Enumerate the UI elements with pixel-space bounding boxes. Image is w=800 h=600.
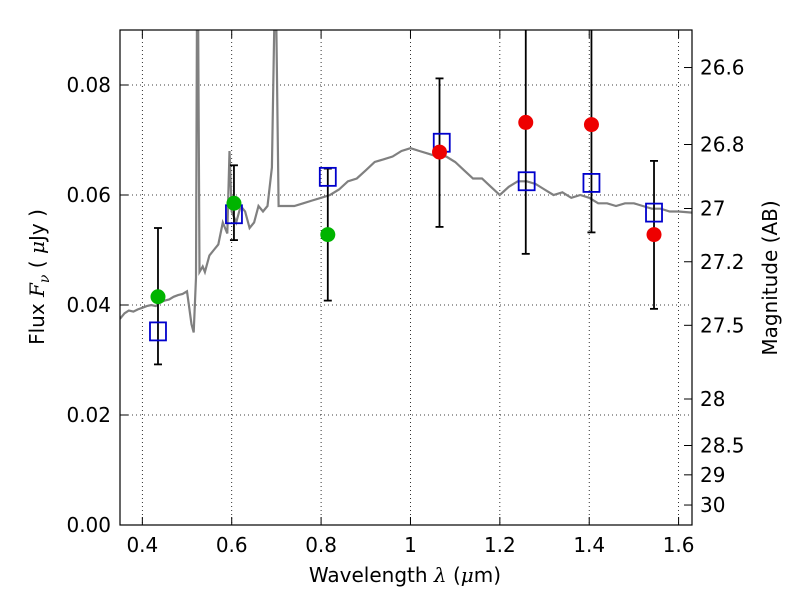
y2-tick-label: 26.6 xyxy=(700,56,745,80)
x-tick-label: 0.6 xyxy=(216,533,248,557)
plot-frame xyxy=(119,29,693,526)
y2-tick-label: 27.5 xyxy=(700,313,745,337)
y2-tick-label: 27.2 xyxy=(700,250,745,274)
y2-axis: 26.6 26.8 27 27.2 27.5 28 28.5 29 30 xyxy=(684,56,745,517)
y-tick-label: 0.04 xyxy=(66,293,111,317)
green-data-point xyxy=(226,195,242,211)
y2-tick-label: 28.5 xyxy=(700,434,745,458)
spectrum-layer xyxy=(120,30,692,333)
red-data-point xyxy=(583,117,599,133)
marker-layer xyxy=(149,114,663,342)
model-square-marker xyxy=(517,171,536,192)
x-tick-label: 1.6 xyxy=(663,533,695,557)
x-axis-symbol: λ xyxy=(433,563,447,587)
red-data-point xyxy=(432,144,448,160)
y-axis-title: Flux Fν ( μJy ) xyxy=(25,209,53,345)
x-axis: 0.4 0.6 0.8 1 1.2 1.4 1.6 xyxy=(126,30,695,557)
red-data-point xyxy=(646,227,662,243)
x-tick-label: 1 xyxy=(404,533,417,557)
green-data-point xyxy=(150,289,166,305)
model-square-marker xyxy=(318,166,337,187)
green-data-point xyxy=(320,227,336,243)
x-tick-label: 1.4 xyxy=(573,533,605,557)
x-tick-label: 0.4 xyxy=(126,533,158,557)
y-axis: 0.00 0.02 0.04 0.06 0.08 xyxy=(66,73,128,537)
y-axis-symbol: F xyxy=(25,282,49,298)
y-tick-label: 0.00 xyxy=(66,513,111,537)
y2-tick-label: 26.8 xyxy=(700,132,745,156)
spectrum-line xyxy=(120,30,692,333)
y-tick-label: 0.02 xyxy=(66,403,111,427)
y2-axis-title: Magnitude (AB) xyxy=(758,200,782,355)
model-square-marker xyxy=(582,172,601,193)
x-axis-title: Wavelength λ (μm) xyxy=(309,563,501,587)
y-tick-label: 0.08 xyxy=(66,73,111,97)
y2-tick-label: 29 xyxy=(700,463,725,487)
x-tick-label: 1.2 xyxy=(484,533,516,557)
model-square-marker xyxy=(149,321,167,342)
y2-tick-label: 28 xyxy=(700,387,725,411)
y-tick-label: 0.06 xyxy=(66,183,111,207)
red-data-point xyxy=(518,114,534,130)
model-square-marker xyxy=(645,202,663,223)
x-tick-label: 0.8 xyxy=(305,533,337,557)
y2-tick-label: 30 xyxy=(700,493,725,517)
grid xyxy=(120,30,692,526)
y2-tick-label: 27 xyxy=(700,197,725,221)
